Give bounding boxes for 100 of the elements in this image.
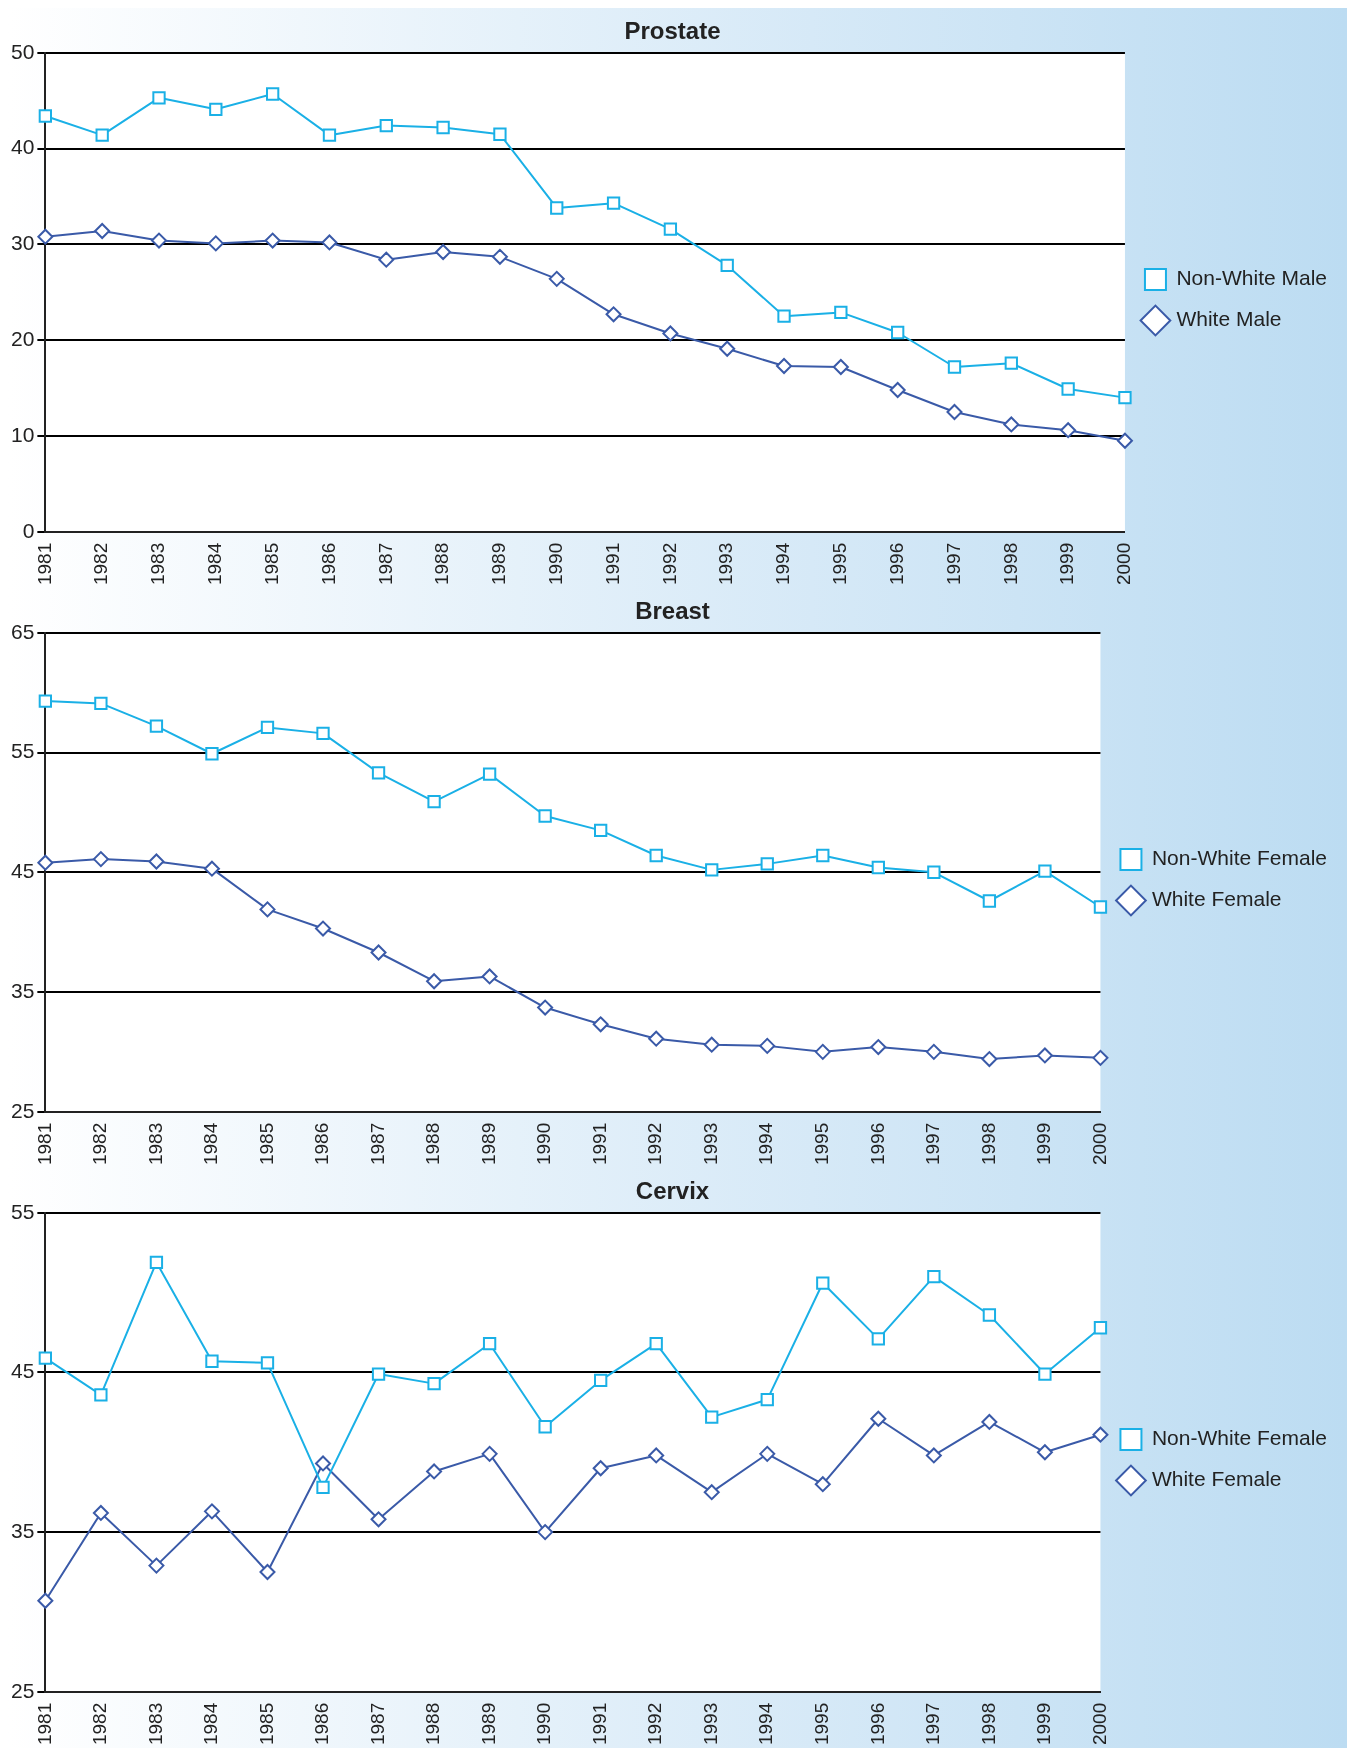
point [925, 1043, 942, 1060]
point [1116, 432, 1133, 449]
point [482, 767, 497, 781]
point [946, 404, 963, 420]
x-tick-label: 1986 [311, 1122, 333, 1166]
x-tick-label: 2000 [1088, 1702, 1110, 1746]
x-tick-label: 1982 [90, 542, 112, 586]
point [316, 726, 330, 741]
x-tick-label: 1989 [477, 1122, 499, 1166]
point [925, 1447, 942, 1464]
x-tick-label: 1992 [658, 542, 680, 586]
point [370, 1511, 387, 1528]
point [260, 1356, 275, 1370]
y-tick-label: 65 [11, 619, 35, 643]
x-tick-label: 1991 [588, 1122, 610, 1166]
point [1061, 382, 1075, 396]
point [92, 851, 109, 868]
point [760, 1392, 774, 1407]
y-tick-label: 30 [11, 231, 35, 255]
x-tick-label: 1985 [255, 1122, 277, 1166]
x-tick-label: 1999 [1033, 1702, 1055, 1746]
point [38, 694, 53, 708]
point [592, 1460, 609, 1477]
x-tick-label: 1999 [1056, 542, 1078, 586]
y-tick-label: 25 [11, 1098, 35, 1122]
x-tick-label: 1989 [477, 1702, 499, 1746]
point [981, 1413, 998, 1430]
x-tick-label: 1990 [533, 1122, 555, 1166]
point [719, 340, 736, 357]
x-tick-label: 1992 [644, 1122, 666, 1166]
point [1004, 356, 1018, 370]
point [594, 823, 608, 838]
point [1092, 1049, 1109, 1066]
point [149, 1255, 164, 1269]
point [205, 1354, 219, 1368]
x-tick-label: 1998 [977, 1702, 999, 1746]
point [378, 251, 395, 268]
point [649, 1337, 663, 1351]
point [92, 1504, 109, 1521]
y-tick-label: 35 [11, 1518, 35, 1542]
y-tick-label: 55 [11, 1199, 35, 1223]
x-tick-label: 1987 [374, 542, 396, 586]
x-tick-label: 1988 [422, 1122, 444, 1166]
point [1092, 1426, 1109, 1443]
point [663, 222, 678, 236]
point [777, 309, 791, 323]
legend-label: White Female [1151, 1467, 1282, 1491]
point [481, 968, 498, 985]
point [481, 1445, 498, 1462]
point [264, 232, 281, 249]
point [1036, 1444, 1053, 1461]
legend-label: Non-White Female [1151, 846, 1328, 870]
x-tick-label: 1991 [601, 542, 623, 586]
x-tick-label: 1993 [715, 542, 737, 586]
point [203, 1503, 220, 1520]
point [548, 270, 565, 287]
point [703, 1484, 720, 1501]
point [891, 325, 905, 340]
y-tick-label: 45 [11, 859, 35, 883]
point [662, 325, 679, 342]
point [760, 857, 774, 871]
x-tick-label: 1999 [1033, 1122, 1055, 1166]
point [203, 860, 220, 877]
point [95, 128, 109, 142]
x-tick-label: 1986 [317, 542, 339, 586]
x-tick-label: 1983 [147, 542, 169, 586]
point [151, 232, 167, 249]
legend-label: Non-White Female [1151, 1426, 1328, 1450]
point [927, 1270, 941, 1284]
point [720, 258, 734, 273]
point [538, 809, 552, 823]
x-tick-label: 1981 [33, 1702, 55, 1746]
point [592, 1016, 609, 1033]
point [260, 720, 275, 735]
point [816, 1276, 830, 1290]
point [207, 235, 224, 252]
point [493, 127, 507, 141]
x-tick-label: 1983 [144, 1122, 166, 1166]
x-tick-label: 1987 [366, 1702, 388, 1746]
x-tick-label: 1997 [922, 1702, 944, 1746]
point [205, 747, 219, 761]
point [538, 1420, 552, 1434]
point [152, 91, 166, 105]
x-tick-label: 2000 [1088, 1122, 1110, 1166]
point [1038, 864, 1052, 878]
point [759, 1445, 776, 1462]
point [427, 1376, 441, 1391]
y-tick-label: 35 [11, 978, 35, 1002]
x-tick-label: 1984 [204, 542, 226, 586]
x-tick-label: 1995 [811, 1702, 833, 1746]
point [259, 1564, 276, 1580]
point [648, 1030, 665, 1047]
point [594, 1373, 608, 1388]
x-tick-label: 1991 [588, 1702, 610, 1746]
x-tick-label: 1993 [699, 1702, 721, 1746]
x-tick-label: 1990 [533, 1702, 555, 1746]
x-tick-label: 1981 [33, 542, 55, 586]
point [870, 1039, 887, 1056]
x-tick-label: 1994 [755, 1122, 777, 1166]
legend-label: Non-White Male [1176, 266, 1328, 290]
